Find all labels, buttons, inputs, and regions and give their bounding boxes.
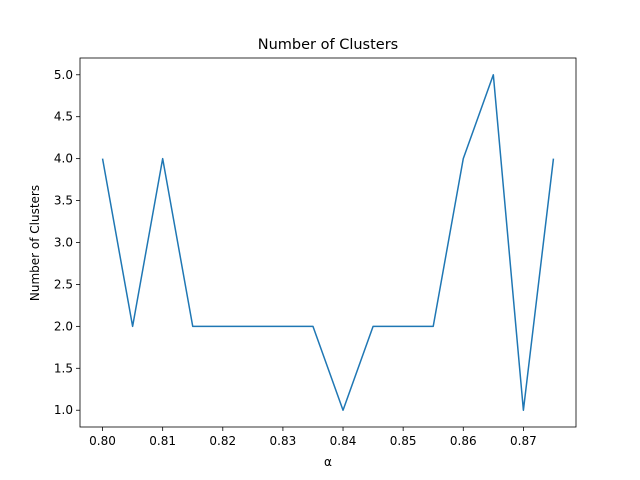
x-tick-label: 0.82 [209,434,236,448]
y-axis-ticks: 1.0 1.5 2.0 2.5 3.0 3.5 4.0 4.5 5.0 [54,68,80,417]
y-tick-label: 3.0 [54,236,73,250]
x-tick-label: 0.81 [149,434,176,448]
x-tick-label: 0.83 [270,434,297,448]
y-tick-label: 2.0 [54,319,73,333]
y-axis-title: Number of Clusters [28,185,42,301]
x-axis-title: α [324,455,332,469]
y-tick-label: 1.5 [54,361,73,375]
chart-title: Number of Clusters [258,37,398,53]
x-axis-ticks: 0.80 0.81 0.82 0.83 0.84 0.85 0.86 0.87 [89,427,537,448]
x-tick-label: 0.86 [450,434,477,448]
y-tick-label: 4.5 [54,110,73,124]
y-tick-label: 3.5 [54,194,73,208]
y-tick-label: 1.0 [54,403,73,417]
x-tick-label: 0.84 [330,434,357,448]
x-tick-label: 0.85 [390,434,417,448]
y-tick-label: 5.0 [54,68,73,82]
x-tick-label: 0.87 [510,434,537,448]
x-tick-label: 0.80 [89,434,116,448]
series-line-0 [101,74,555,411]
y-tick-label: 2.5 [54,277,73,291]
y-tick-label: 4.0 [54,152,73,166]
